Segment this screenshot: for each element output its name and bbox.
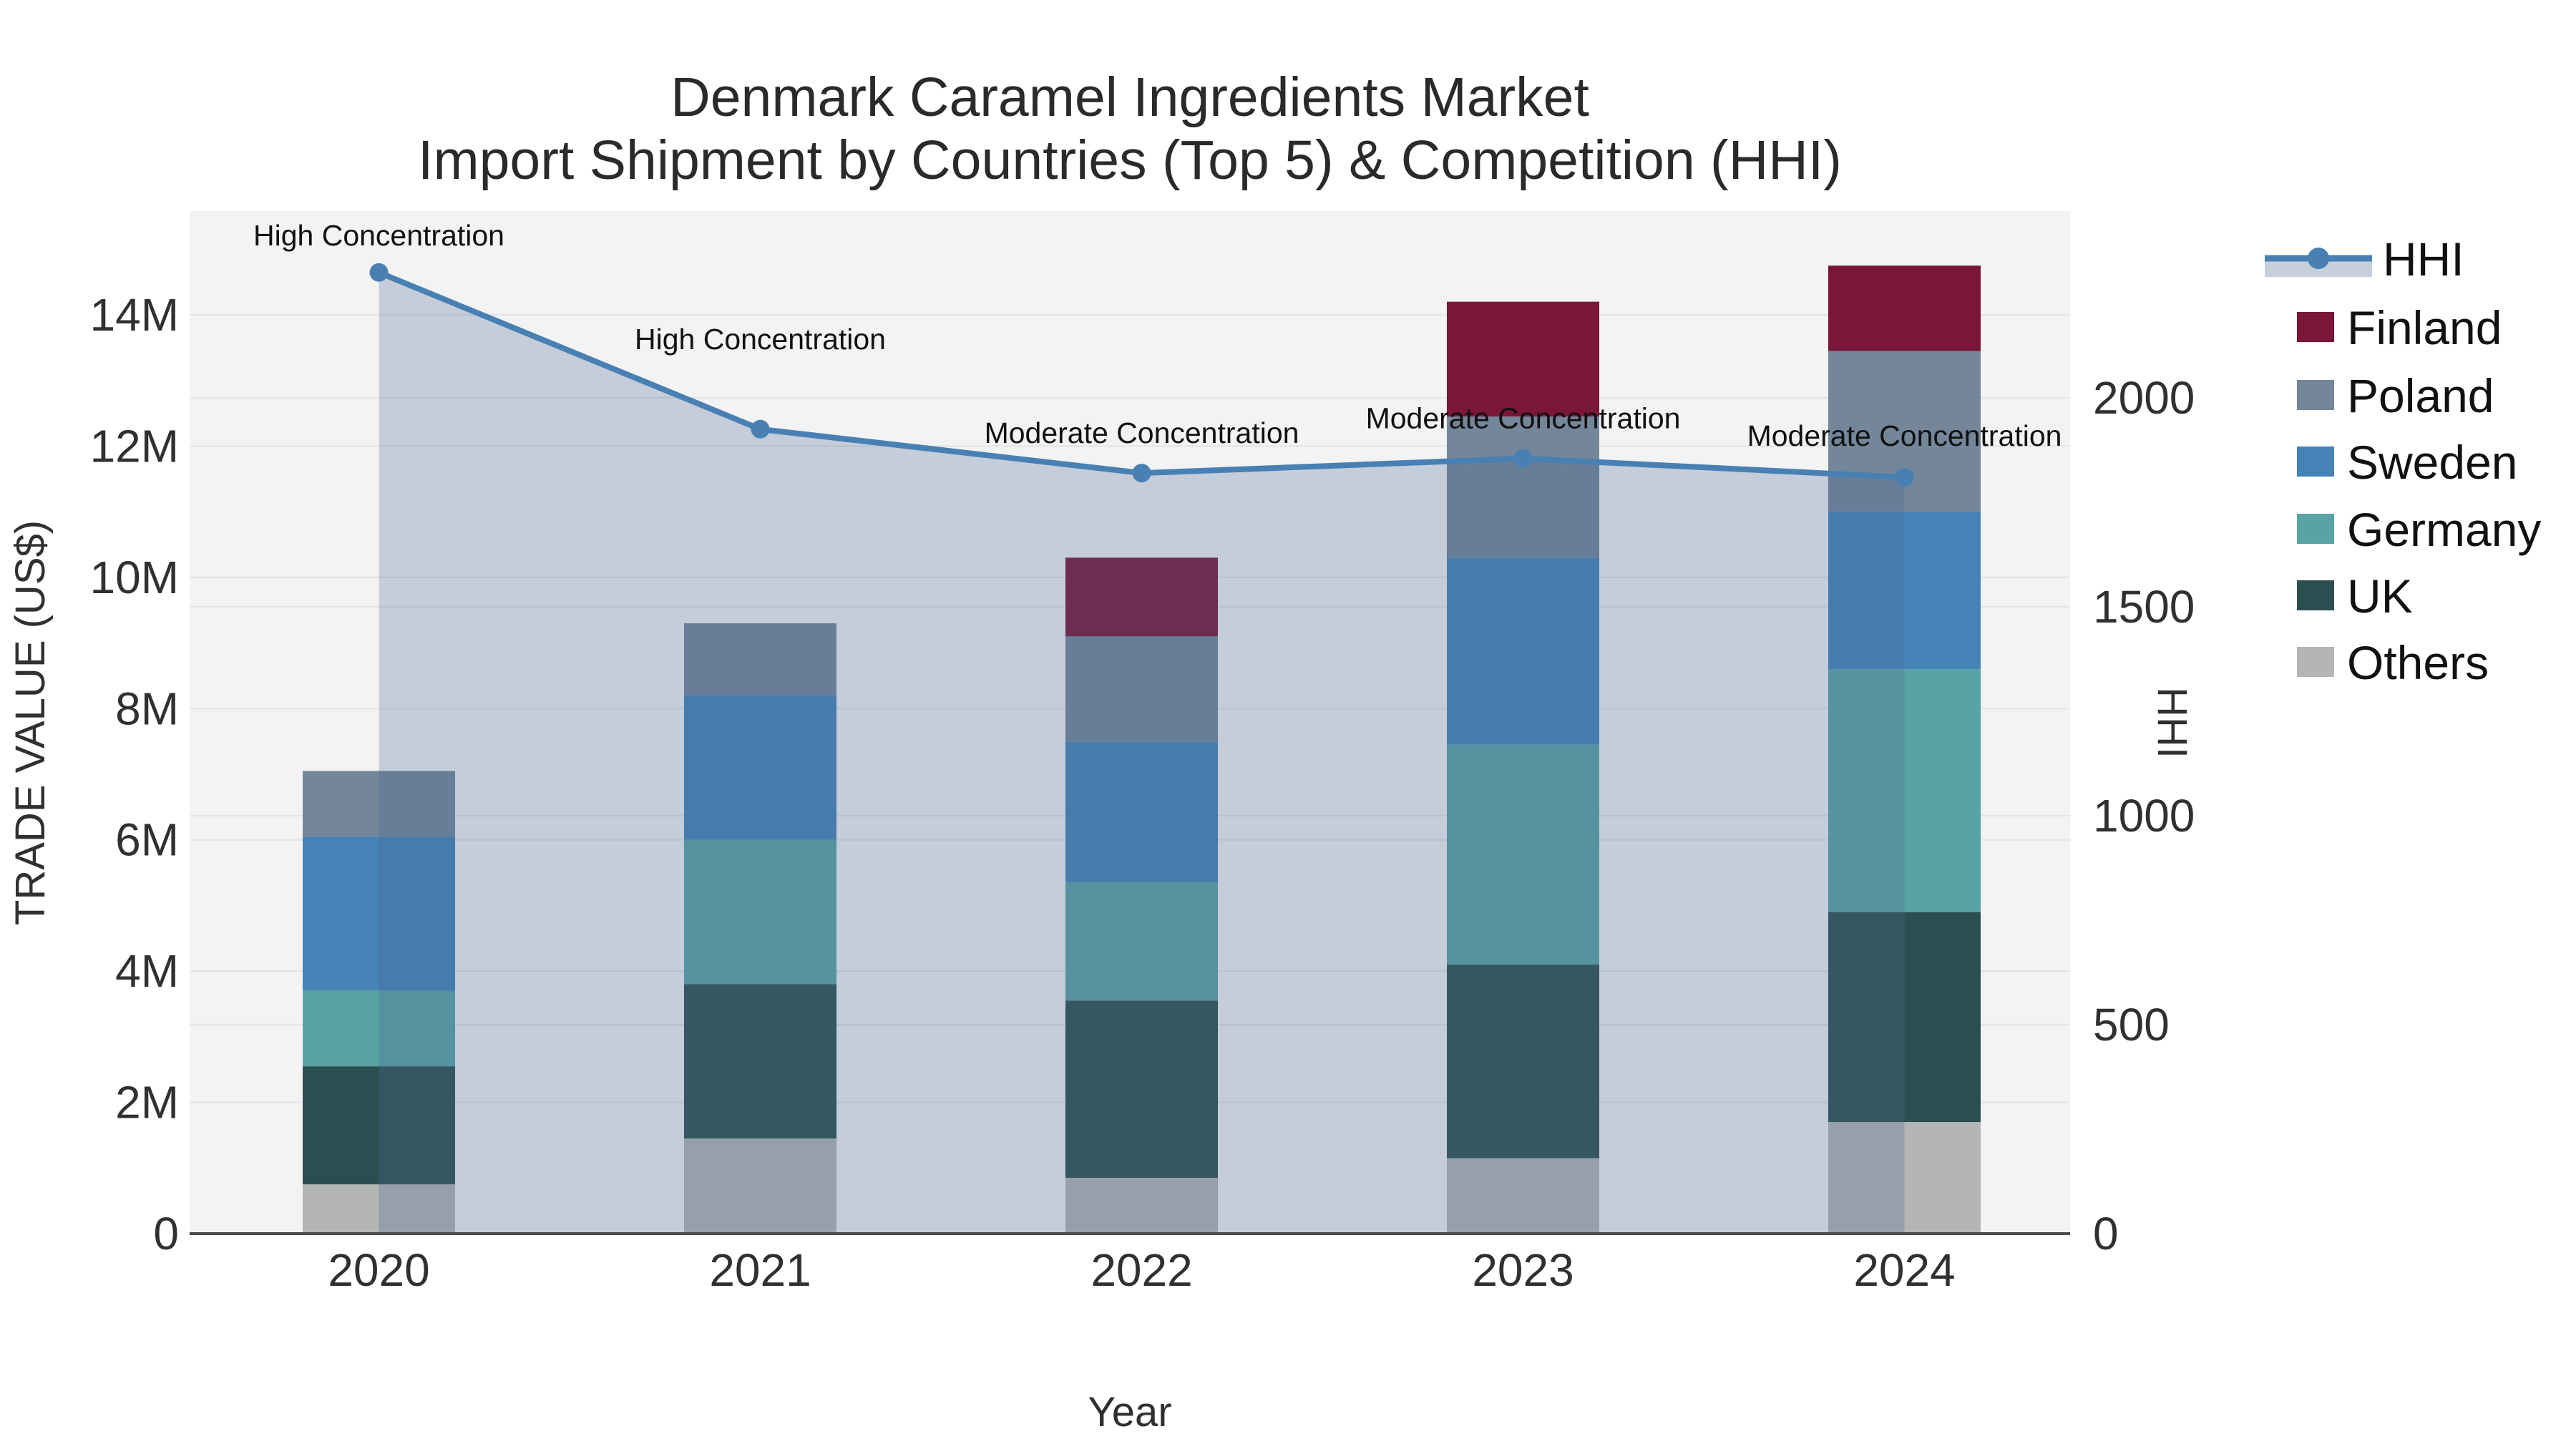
stacked-bars xyxy=(303,265,1981,1234)
chart-title-line2: Import Shipment by Countries (Top 5) & C… xyxy=(418,130,1842,191)
bar-2023-others[interactable] xyxy=(1447,1158,1599,1234)
legend-label-finland: Finland xyxy=(2347,301,2502,354)
bar-2020-sweden[interactable] xyxy=(303,836,455,991)
bar-2023-finland[interactable] xyxy=(1447,301,1599,417)
right-tick-2000: 2000 xyxy=(2093,372,2195,424)
bar-2022-germany[interactable] xyxy=(1065,882,1218,1001)
bar-2023-germany[interactable] xyxy=(1447,744,1599,965)
bar-2022-sweden[interactable] xyxy=(1065,741,1218,883)
legend-swatch-finland xyxy=(2297,312,2334,342)
legend-item-uk[interactable]: UK xyxy=(2297,570,2413,623)
left-tick-6M: 6M xyxy=(115,814,179,866)
chart-title-line1: Denmark Caramel Ingredients Market xyxy=(670,67,1589,128)
bar-2022-others[interactable] xyxy=(1065,1178,1218,1234)
bar-2021-germany[interactable] xyxy=(684,839,836,985)
left-tick-0: 0 xyxy=(153,1208,179,1259)
legend-label-sweden: Sweden xyxy=(2347,436,2518,489)
legend-swatch-uk xyxy=(2297,580,2334,610)
bar-2021-poland[interactable] xyxy=(684,623,836,696)
hhi-point-2020[interactable] xyxy=(369,263,389,282)
bar-2022-finland[interactable] xyxy=(1065,557,1218,637)
hhi-area-polygon xyxy=(379,272,1905,1234)
annotations: High Concentration High Concentration Mode… xyxy=(253,219,2062,452)
legend-hhi-marker xyxy=(2308,248,2329,269)
left-tick-10M: 10M xyxy=(90,552,180,603)
legend-item-hhi[interactable]: HHI xyxy=(2265,233,2464,286)
annotation-2023: Moderate Concentration xyxy=(1366,402,1681,435)
legend-label-others: Others xyxy=(2347,636,2489,689)
right-tick-1000: 1000 xyxy=(2093,790,2195,841)
bar-2024-finland[interactable] xyxy=(1828,265,1981,351)
legend: HHI Finland Poland Sweden Germany UK Others xyxy=(2265,233,2541,689)
annotation-2021: High Concentration xyxy=(635,323,886,356)
x-axis-title: Year xyxy=(1088,1389,1171,1435)
bar-2023-sweden[interactable] xyxy=(1447,557,1599,745)
bar-2022-poland[interactable] xyxy=(1065,636,1218,742)
legend-label-uk: UK xyxy=(2347,570,2413,623)
bar-2021-others[interactable] xyxy=(684,1138,836,1234)
legend-label-hhi: HHI xyxy=(2383,233,2464,286)
legend-label-germany: Germany xyxy=(2347,503,2541,556)
right-axis-title: HHI xyxy=(2149,687,2195,758)
x-tick-2022: 2022 xyxy=(1091,1244,1192,1296)
legend-item-sweden[interactable]: Sweden xyxy=(2297,436,2518,489)
left-tick-4M: 4M xyxy=(115,945,179,997)
x-tick-2024: 2024 xyxy=(1853,1244,1955,1296)
bar-2020-uk[interactable] xyxy=(303,1066,455,1185)
bar-2024-sweden[interactable] xyxy=(1828,512,1981,670)
legend-label-poland: Poland xyxy=(2347,369,2494,422)
right-tick-500: 500 xyxy=(2093,999,2170,1050)
bar-2024-germany[interactable] xyxy=(1828,669,1981,912)
annotation-2024: Moderate Concentration xyxy=(1747,419,2062,452)
bar-2020-germany[interactable] xyxy=(303,990,455,1067)
left-axis-title: TRADE VALUE (US$) xyxy=(7,520,54,925)
hhi-point-2024[interactable] xyxy=(1895,467,1914,487)
bar-2023-uk[interactable] xyxy=(1447,964,1599,1158)
legend-item-finland[interactable]: Finland xyxy=(2297,301,2502,354)
bar-2020-others[interactable] xyxy=(303,1184,455,1234)
legend-item-others[interactable]: Others xyxy=(2297,636,2489,689)
x-tick-2023: 2023 xyxy=(1472,1244,1574,1296)
legend-swatch-poland xyxy=(2297,380,2334,410)
legend-swatch-others xyxy=(2297,647,2334,677)
left-tick-2M: 2M xyxy=(115,1077,179,1128)
bar-2023-poland[interactable] xyxy=(1447,416,1599,558)
hhi-line xyxy=(369,263,1914,487)
legend-swatch-sweden xyxy=(2297,447,2334,477)
right-tick-0: 0 xyxy=(2093,1208,2119,1259)
hhi-point-2023[interactable] xyxy=(1513,449,1533,468)
annotation-2022: Moderate Concentration xyxy=(985,416,1299,449)
bar-2022-uk[interactable] xyxy=(1065,1000,1218,1179)
x-tick-2021: 2021 xyxy=(709,1244,811,1296)
x-tick-2020: 2020 xyxy=(328,1244,429,1296)
bar-2024-uk[interactable] xyxy=(1828,912,1981,1123)
bar-2024-others[interactable] xyxy=(1828,1122,1981,1234)
bar-2020-poland[interactable] xyxy=(303,771,455,837)
annotation-2020: High Concentration xyxy=(253,219,504,252)
legend-swatch-germany xyxy=(2297,514,2334,544)
bar-2021-sweden[interactable] xyxy=(684,695,836,840)
axis-tick-labels: 0 2M 4M 6M 8M 10M 12M 14M 0 500 1000 1500 2000 2020 20… xyxy=(90,289,2195,1296)
left-tick-12M: 12M xyxy=(90,420,180,472)
right-tick-1500: 1500 xyxy=(2093,581,2195,633)
left-tick-8M: 8M xyxy=(115,683,179,734)
bar-2021-uk[interactable] xyxy=(684,984,836,1139)
hhi-area-fill xyxy=(379,272,1905,1234)
legend-item-germany[interactable]: Germany xyxy=(2297,503,2541,556)
left-tick-14M: 14M xyxy=(90,289,180,341)
legend-item-poland[interactable]: Poland xyxy=(2297,369,2494,422)
hhi-point-2022[interactable] xyxy=(1132,464,1151,483)
hhi-point-2021[interactable] xyxy=(751,419,770,439)
